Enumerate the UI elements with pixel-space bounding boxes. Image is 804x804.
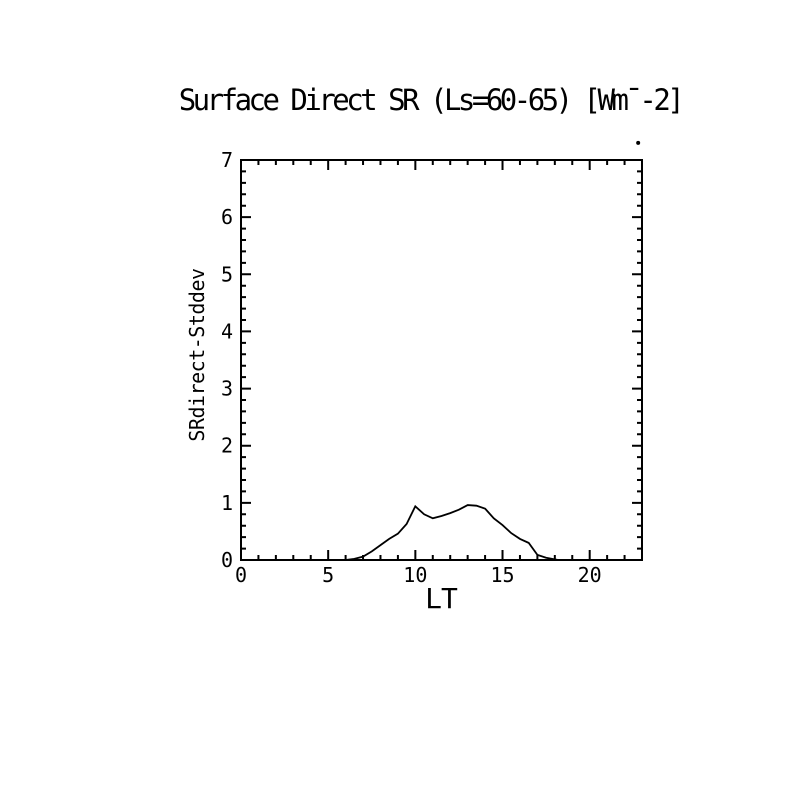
x-axis-title: LT [425, 582, 458, 615]
x-tick-label: 20 [578, 563, 602, 587]
y-tick-label: 0 [221, 548, 233, 572]
y-tick-label: 3 [221, 377, 233, 401]
y-tick-label: 5 [221, 262, 233, 286]
x-tick-label: 0 [235, 563, 247, 587]
y-tick-label: 2 [221, 434, 233, 458]
y-tick-label: 6 [221, 205, 233, 229]
y-tick-label: 4 [221, 319, 233, 343]
stray-dot [636, 140, 641, 145]
data-line [345, 504, 559, 561]
x-tick-label: 15 [490, 563, 514, 587]
axes-box [240, 159, 643, 561]
y-axis-title: SRdirect-Stddev [185, 268, 209, 442]
x-tick-label: 5 [322, 563, 334, 587]
tick-marks [240, 159, 643, 561]
y-tick-label: 7 [221, 148, 233, 172]
x-tick-label: 10 [403, 563, 427, 587]
chart-title: Surface Direct SR (Ls=60-65) [Wm¯-2] [178, 83, 685, 117]
y-tick-label: 1 [221, 491, 233, 515]
